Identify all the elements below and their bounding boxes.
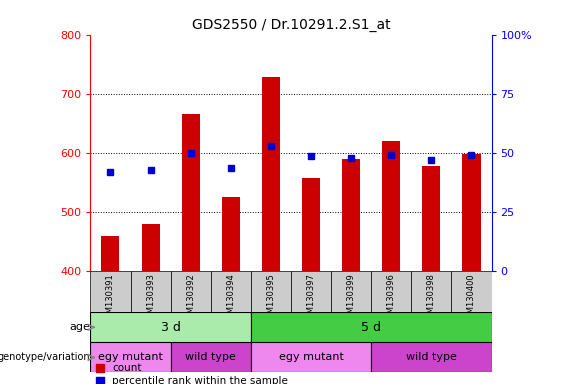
Text: GSM130392: GSM130392 [186, 273, 195, 324]
Text: GSM130397: GSM130397 [307, 273, 315, 324]
Text: egy mutant: egy mutant [98, 353, 163, 362]
Bar [222, 197, 240, 271]
Bar [211, 271, 251, 312]
Bar [371, 343, 492, 372]
Bar [371, 271, 411, 312]
Bar [251, 343, 371, 372]
Text: GSM130394: GSM130394 [227, 273, 235, 324]
Text: age: age [69, 322, 90, 332]
Text: wild type: wild type [406, 353, 457, 362]
Bar [90, 343, 171, 372]
Text: GSM130400: GSM130400 [467, 273, 476, 324]
Text: egy mutant: egy mutant [279, 353, 344, 362]
Text: 5 d: 5 d [361, 321, 381, 334]
Bar [182, 114, 199, 271]
Bar [411, 271, 451, 312]
Bar [171, 271, 211, 312]
Bar [251, 271, 291, 312]
Legend: count, percentile rank within the sample: count, percentile rank within the sample [95, 363, 288, 384]
Bar [90, 312, 251, 343]
Bar [90, 271, 131, 312]
Bar [262, 77, 280, 271]
Text: GSM130398: GSM130398 [427, 273, 436, 324]
Text: GSM130399: GSM130399 [347, 273, 355, 324]
Bar [251, 312, 492, 343]
Text: genotype/variation: genotype/variation [0, 353, 90, 362]
Bar [383, 141, 400, 271]
Text: 3 d: 3 d [160, 321, 181, 334]
Title: GDS2550 / Dr.10291.2.S1_at: GDS2550 / Dr.10291.2.S1_at [192, 18, 390, 32]
Bar [171, 343, 251, 372]
Bar [451, 271, 492, 312]
Bar [291, 271, 331, 312]
Bar [302, 178, 320, 271]
Text: GSM130396: GSM130396 [387, 273, 396, 324]
Bar [142, 224, 159, 271]
Bar [463, 154, 480, 271]
Text: GSM130391: GSM130391 [106, 273, 115, 324]
Bar [342, 159, 360, 271]
Bar [131, 271, 171, 312]
Bar [102, 236, 119, 271]
Text: GSM130393: GSM130393 [146, 273, 155, 324]
Bar [423, 166, 440, 271]
Text: wild type: wild type [185, 353, 236, 362]
Bar [331, 271, 371, 312]
Text: GSM130395: GSM130395 [267, 273, 275, 324]
